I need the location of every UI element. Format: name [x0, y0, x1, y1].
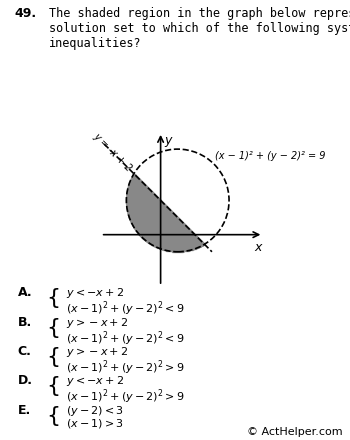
Text: $\{$: $\{$	[46, 374, 59, 398]
Text: $y < -x + 2$: $y < -x + 2$	[66, 374, 125, 388]
Text: $y > -x + 2$: $y > -x + 2$	[66, 345, 129, 359]
Text: $y < -x + 2$: $y < -x + 2$	[66, 286, 125, 301]
Text: $(x-1)^2 + (y-2)^2 > 9$: $(x-1)^2 + (y-2)^2 > 9$	[66, 388, 185, 406]
Text: $(x-1) > 3$: $(x-1) > 3$	[66, 417, 124, 430]
Text: $(x-1)^2 + (y-2)^2 > 9$: $(x-1)^2 + (y-2)^2 > 9$	[66, 359, 185, 377]
Text: $\{$: $\{$	[46, 315, 59, 340]
Text: $(x-1)^2 + (y-2)^2 < 9$: $(x-1)^2 + (y-2)^2 < 9$	[66, 329, 185, 348]
Text: y = -x + 2: y = -x + 2	[91, 131, 134, 174]
Text: C.: C.	[18, 345, 32, 358]
Text: $\{$: $\{$	[46, 403, 59, 428]
Text: $(y-2) < 3$: $(y-2) < 3$	[66, 403, 124, 418]
Text: E.: E.	[18, 403, 31, 417]
Text: 49.: 49.	[14, 7, 36, 20]
Text: $\{$: $\{$	[46, 286, 59, 310]
Text: D.: D.	[18, 374, 33, 387]
Text: The shaded region in the graph below represents the
solution set to which of the: The shaded region in the graph below rep…	[49, 7, 350, 50]
Text: A.: A.	[18, 286, 32, 299]
Text: B.: B.	[18, 315, 32, 329]
Text: $(x-1)^2 + (y-2)^2 < 9$: $(x-1)^2 + (y-2)^2 < 9$	[66, 300, 185, 319]
Text: $y > -x + 2$: $y > -x + 2$	[66, 315, 129, 330]
Text: y: y	[164, 134, 171, 147]
Text: © ActHelper.com: © ActHelper.com	[247, 427, 343, 437]
Text: $\{$: $\{$	[46, 345, 59, 369]
Text: x: x	[254, 241, 261, 253]
Text: (x − 1)² + (y − 2)² = 9: (x − 1)² + (y − 2)² = 9	[215, 151, 326, 161]
